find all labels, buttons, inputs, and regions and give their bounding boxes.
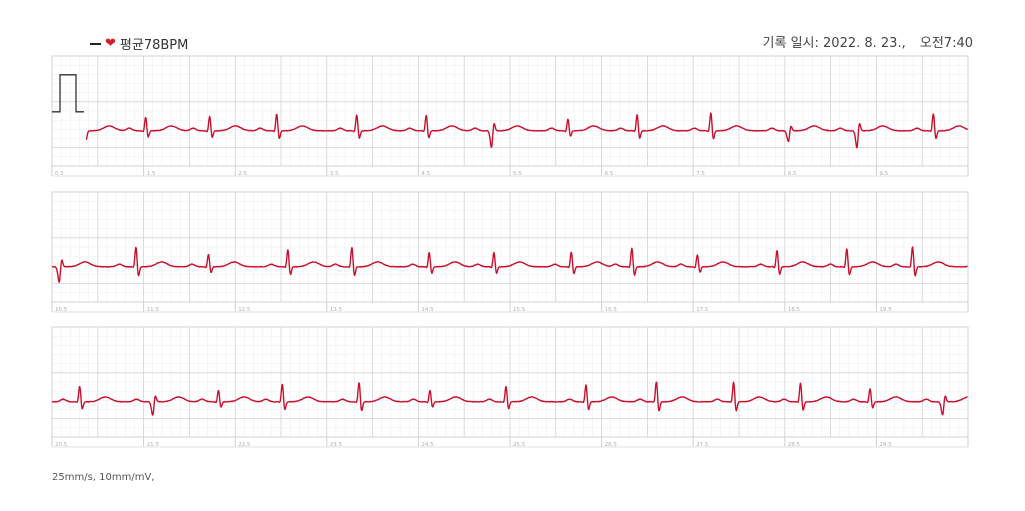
record-date: 2022. 8. 23., [823,36,906,51]
time-tick-label: 26.5 [605,442,618,448]
ecg-strip: 20.5 21.5 22.5 23.5 24.5 25.5 26.5 27.5 28.5 29.5 [51,326,969,448]
time-tick-label: 14.5 [421,307,434,313]
time-tick-label: 25.5 [513,442,526,448]
time-tick-label: 23.5 [330,442,343,448]
time-tick-label: 1.5 [147,171,156,177]
time-tick-label: 20.5 [55,442,68,448]
ecg-trace [51,246,968,283]
strip-grid [51,55,969,167]
time-tick-label: 19.5 [879,307,892,313]
time-tick-label: 5.5 [513,171,522,177]
ecg-strip: 0.5 1.5 2.5 3.5 4.5 5.5 6.5 7.5 8.5 9.5 [51,55,969,177]
ecg-trace [85,112,969,149]
time-tick-label: 2.5 [238,171,247,177]
time-tick-label: 28.5 [788,442,801,448]
time-tick-label: 11.5 [147,307,160,313]
dash-icon [90,42,101,45]
legend: ❤ 평균78BPM [90,34,188,53]
ecg-strip: 10.5 11.5 12.5 13.5 14.5 15.5 16.5 17.5 18.5 19.5 [51,191,969,313]
time-tick-label: 21.5 [147,442,160,448]
time-tick-label: 12.5 [238,307,251,313]
record-label: 기록 일시: [762,36,819,51]
time-tick-label: 15.5 [513,307,526,313]
time-tick-label: 6.5 [605,171,614,177]
time-tick-label: 9.5 [879,171,888,177]
time-tick-label: 29.5 [879,442,892,448]
scale-info: 25mm/s, 10mm/mV, [52,472,155,483]
time-tick-label: 17.5 [696,307,709,313]
time-tick-label: 0.5 [55,171,64,177]
legend-text: 평균78BPM [119,38,189,53]
strip-grid [51,326,969,438]
strip-grid [51,191,969,303]
calibration-pulse [52,74,84,113]
ecg-trace [51,381,968,416]
time-tick-label: 7.5 [696,171,705,177]
record-time: 오전7:40 [919,36,973,51]
heart-icon: ❤ [105,36,116,51]
record-datetime: 기록 일시: 2022. 8. 23., 오전7:40 [763,32,973,51]
time-tick-label: 27.5 [696,442,709,448]
time-tick-label: 18.5 [788,307,801,313]
time-tick-label: 10.5 [55,307,68,313]
time-tick-label: 3.5 [330,171,339,177]
time-tick-label: 24.5 [421,442,434,448]
time-tick-label: 13.5 [330,307,343,313]
time-tick-label: 4.5 [421,171,430,177]
time-tick-label: 22.5 [238,442,251,448]
time-tick-label: 16.5 [605,307,618,313]
time-tick-label: 8.5 [788,171,797,177]
